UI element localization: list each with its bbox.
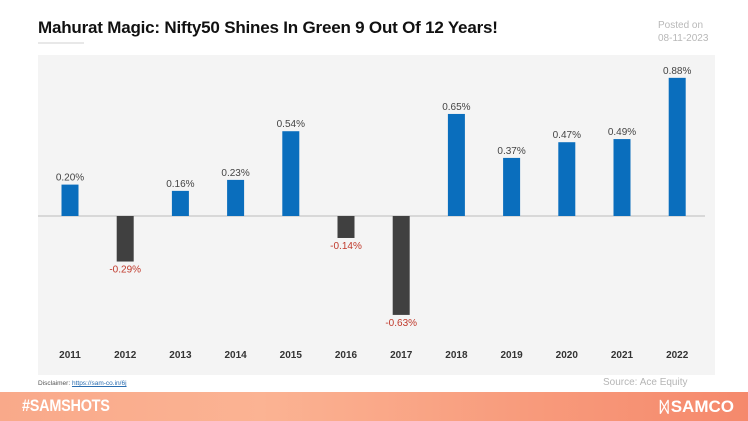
brand-logo: ᛞ SAMCO xyxy=(660,397,734,417)
chart-title: Mahurat Magic: Nifty50 Shines In Green 9… xyxy=(38,18,498,37)
bar-2022 xyxy=(668,77,686,216)
data-label-2022: 0.88% xyxy=(663,66,691,77)
disclaimer-link[interactable]: https://sam-co.in/6j xyxy=(71,380,127,387)
bar-2012 xyxy=(116,216,134,262)
data-label-2012: -0.29% xyxy=(109,265,141,276)
data-label-2015: 0.54% xyxy=(277,119,305,130)
data-label-2021: 0.49% xyxy=(608,127,636,138)
chart-panel xyxy=(38,55,715,375)
x-tick-label-2011: 2011 xyxy=(59,350,81,361)
data-label-2016: -0.14% xyxy=(330,241,362,252)
posted-date-value: 08-11-2023 xyxy=(658,33,709,44)
x-tick-label-2018: 2018 xyxy=(445,350,468,361)
data-label-2014: 0.23% xyxy=(221,168,249,179)
x-tick-label-2016: 2016 xyxy=(335,350,358,361)
x-tick-label-2019: 2019 xyxy=(500,350,523,361)
hashtag-label: #SAMSHOTS xyxy=(22,396,110,415)
data-label-2013: 0.16% xyxy=(166,179,194,190)
samco-logo-icon: ᛞ xyxy=(659,398,669,416)
bar-2016 xyxy=(337,216,355,238)
data-label-2019: 0.37% xyxy=(497,146,525,157)
bar-2021 xyxy=(613,139,631,216)
bar-2019 xyxy=(503,157,521,216)
x-tick-label-2014: 2014 xyxy=(224,350,247,361)
x-tick-label-2015: 2015 xyxy=(280,350,303,361)
x-tick-label-2012: 2012 xyxy=(114,350,137,361)
disclaimer-label: Disclaimer: xyxy=(38,380,71,387)
source-note: Source: Ace Equity xyxy=(603,377,688,388)
bar-2011 xyxy=(61,184,79,216)
bar-2014 xyxy=(227,179,245,216)
bar-2017 xyxy=(392,216,410,315)
title-underline xyxy=(38,42,84,44)
data-label-2011: 0.20% xyxy=(56,173,84,184)
data-label-2020: 0.47% xyxy=(553,130,581,141)
bar-2018 xyxy=(447,113,465,216)
x-tick-label-2022: 2022 xyxy=(666,350,689,361)
posted-date: Posted on 08-11-2023 xyxy=(658,19,708,45)
x-tick-label-2020: 2020 xyxy=(556,350,579,361)
x-tick-label-2021: 2021 xyxy=(611,350,634,361)
disclaimer: Disclaimer: https://sam-co.in/6j xyxy=(38,380,127,387)
bar-2020 xyxy=(558,142,576,216)
brand-name: SAMCO xyxy=(670,397,734,416)
x-tick-label-2017: 2017 xyxy=(390,350,413,361)
bar-2015 xyxy=(282,131,300,216)
data-label-2017: -0.63% xyxy=(385,318,417,329)
posted-label: Posted on xyxy=(658,20,704,31)
x-tick-label-2013: 2013 xyxy=(169,350,192,361)
data-label-2018: 0.65% xyxy=(442,102,470,113)
footer-banner: #SAMSHOTS ᛞ SAMCO xyxy=(0,392,748,421)
bar-2013 xyxy=(171,190,189,216)
